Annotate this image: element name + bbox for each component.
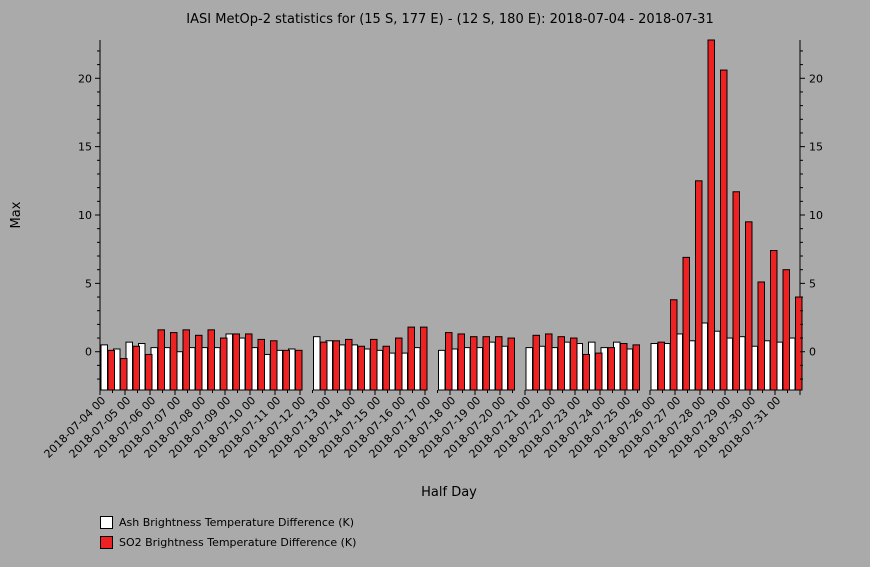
y-tick-label-left: 20	[78, 72, 92, 85]
ash-bar	[438, 349, 446, 391]
so2-bar	[207, 329, 215, 391]
so2-bar	[232, 333, 240, 391]
so2-bar	[695, 180, 703, 391]
so2-bar	[345, 338, 353, 391]
so2-bar	[770, 250, 778, 391]
so2-bar	[195, 334, 203, 391]
legend-label-so2: SO2 Brightness Temperature Difference (K…	[119, 535, 357, 549]
y-tick-label-right: 15	[809, 141, 823, 154]
so2-bar	[470, 336, 478, 391]
so2-bar	[320, 341, 328, 391]
bars	[100, 39, 803, 391]
so2-bar	[457, 333, 465, 391]
ash-bar	[650, 343, 658, 391]
so2-bar	[495, 336, 503, 391]
so2-bar	[270, 340, 278, 391]
so2-bar	[407, 326, 415, 391]
so2-bar	[445, 332, 453, 391]
so2-bar	[582, 353, 590, 391]
y-tick-label-left: 5	[85, 277, 92, 290]
x-axis-label: Half Day	[421, 485, 477, 500]
legend-swatch-so2	[100, 535, 113, 549]
so2-bar	[545, 333, 553, 391]
so2-bar	[120, 358, 128, 391]
legend-item-so2: SO2 Brightness Temperature Difference (K…	[100, 532, 356, 552]
so2-bar	[357, 345, 365, 391]
so2-bar	[632, 344, 640, 391]
so2-bar	[370, 338, 378, 391]
so2-bar	[395, 337, 403, 391]
so2-bar	[532, 334, 540, 391]
y-tick-label-right: 5	[809, 277, 816, 290]
so2-bar	[245, 333, 253, 391]
so2-bar	[157, 329, 165, 391]
so2-bar	[620, 343, 628, 391]
so2-bar	[782, 269, 790, 391]
y-tick-label-left: 10	[78, 209, 92, 222]
legend: Ash Brightness Temperature Difference (K…	[100, 512, 356, 552]
so2-bar	[570, 337, 578, 391]
so2-bar	[795, 296, 803, 391]
so2-bar	[282, 349, 290, 391]
chart-title: IASI MetOp-2 statistics for (15 S, 177 E…	[186, 12, 713, 27]
so2-bar	[145, 353, 153, 391]
so2-bar	[720, 69, 728, 391]
y-tick-label-right: 10	[809, 209, 823, 222]
so2-bar	[657, 341, 665, 391]
so2-bar	[170, 332, 178, 391]
so2-bar	[420, 326, 428, 391]
so2-bar	[382, 345, 390, 391]
so2-bar	[682, 256, 690, 391]
so2-bar	[507, 337, 515, 391]
so2-bar	[745, 221, 753, 391]
so2-bar	[707, 39, 715, 391]
so2-bar	[332, 340, 340, 391]
so2-bar	[607, 347, 615, 391]
so2-bar	[670, 299, 678, 391]
so2-bar	[107, 349, 115, 391]
so2-bar	[732, 191, 740, 391]
ash-bar	[100, 344, 108, 391]
legend-label-ash: Ash Brightness Temperature Difference (K…	[119, 515, 354, 529]
y-tick-label-left: 15	[78, 141, 92, 154]
so2-bar	[295, 349, 303, 391]
so2-bar	[482, 336, 490, 391]
legend-swatch-ash	[100, 515, 113, 529]
y-axis-label: Max	[9, 201, 24, 228]
so2-bar	[257, 338, 265, 391]
so2-bar	[595, 352, 603, 391]
y-tick-label-right: 20	[809, 72, 823, 85]
so2-bar	[757, 281, 765, 391]
y-tick-label-right: 0	[809, 346, 816, 359]
legend-item-ash: Ash Brightness Temperature Difference (K…	[100, 512, 356, 532]
y-tick-label-left: 0	[85, 346, 92, 359]
so2-bar	[182, 329, 190, 391]
so2-bar	[132, 345, 140, 391]
ash-bar	[313, 336, 321, 391]
so2-bar	[220, 337, 228, 391]
ash-bar	[525, 347, 533, 391]
so2-bar	[557, 336, 565, 391]
